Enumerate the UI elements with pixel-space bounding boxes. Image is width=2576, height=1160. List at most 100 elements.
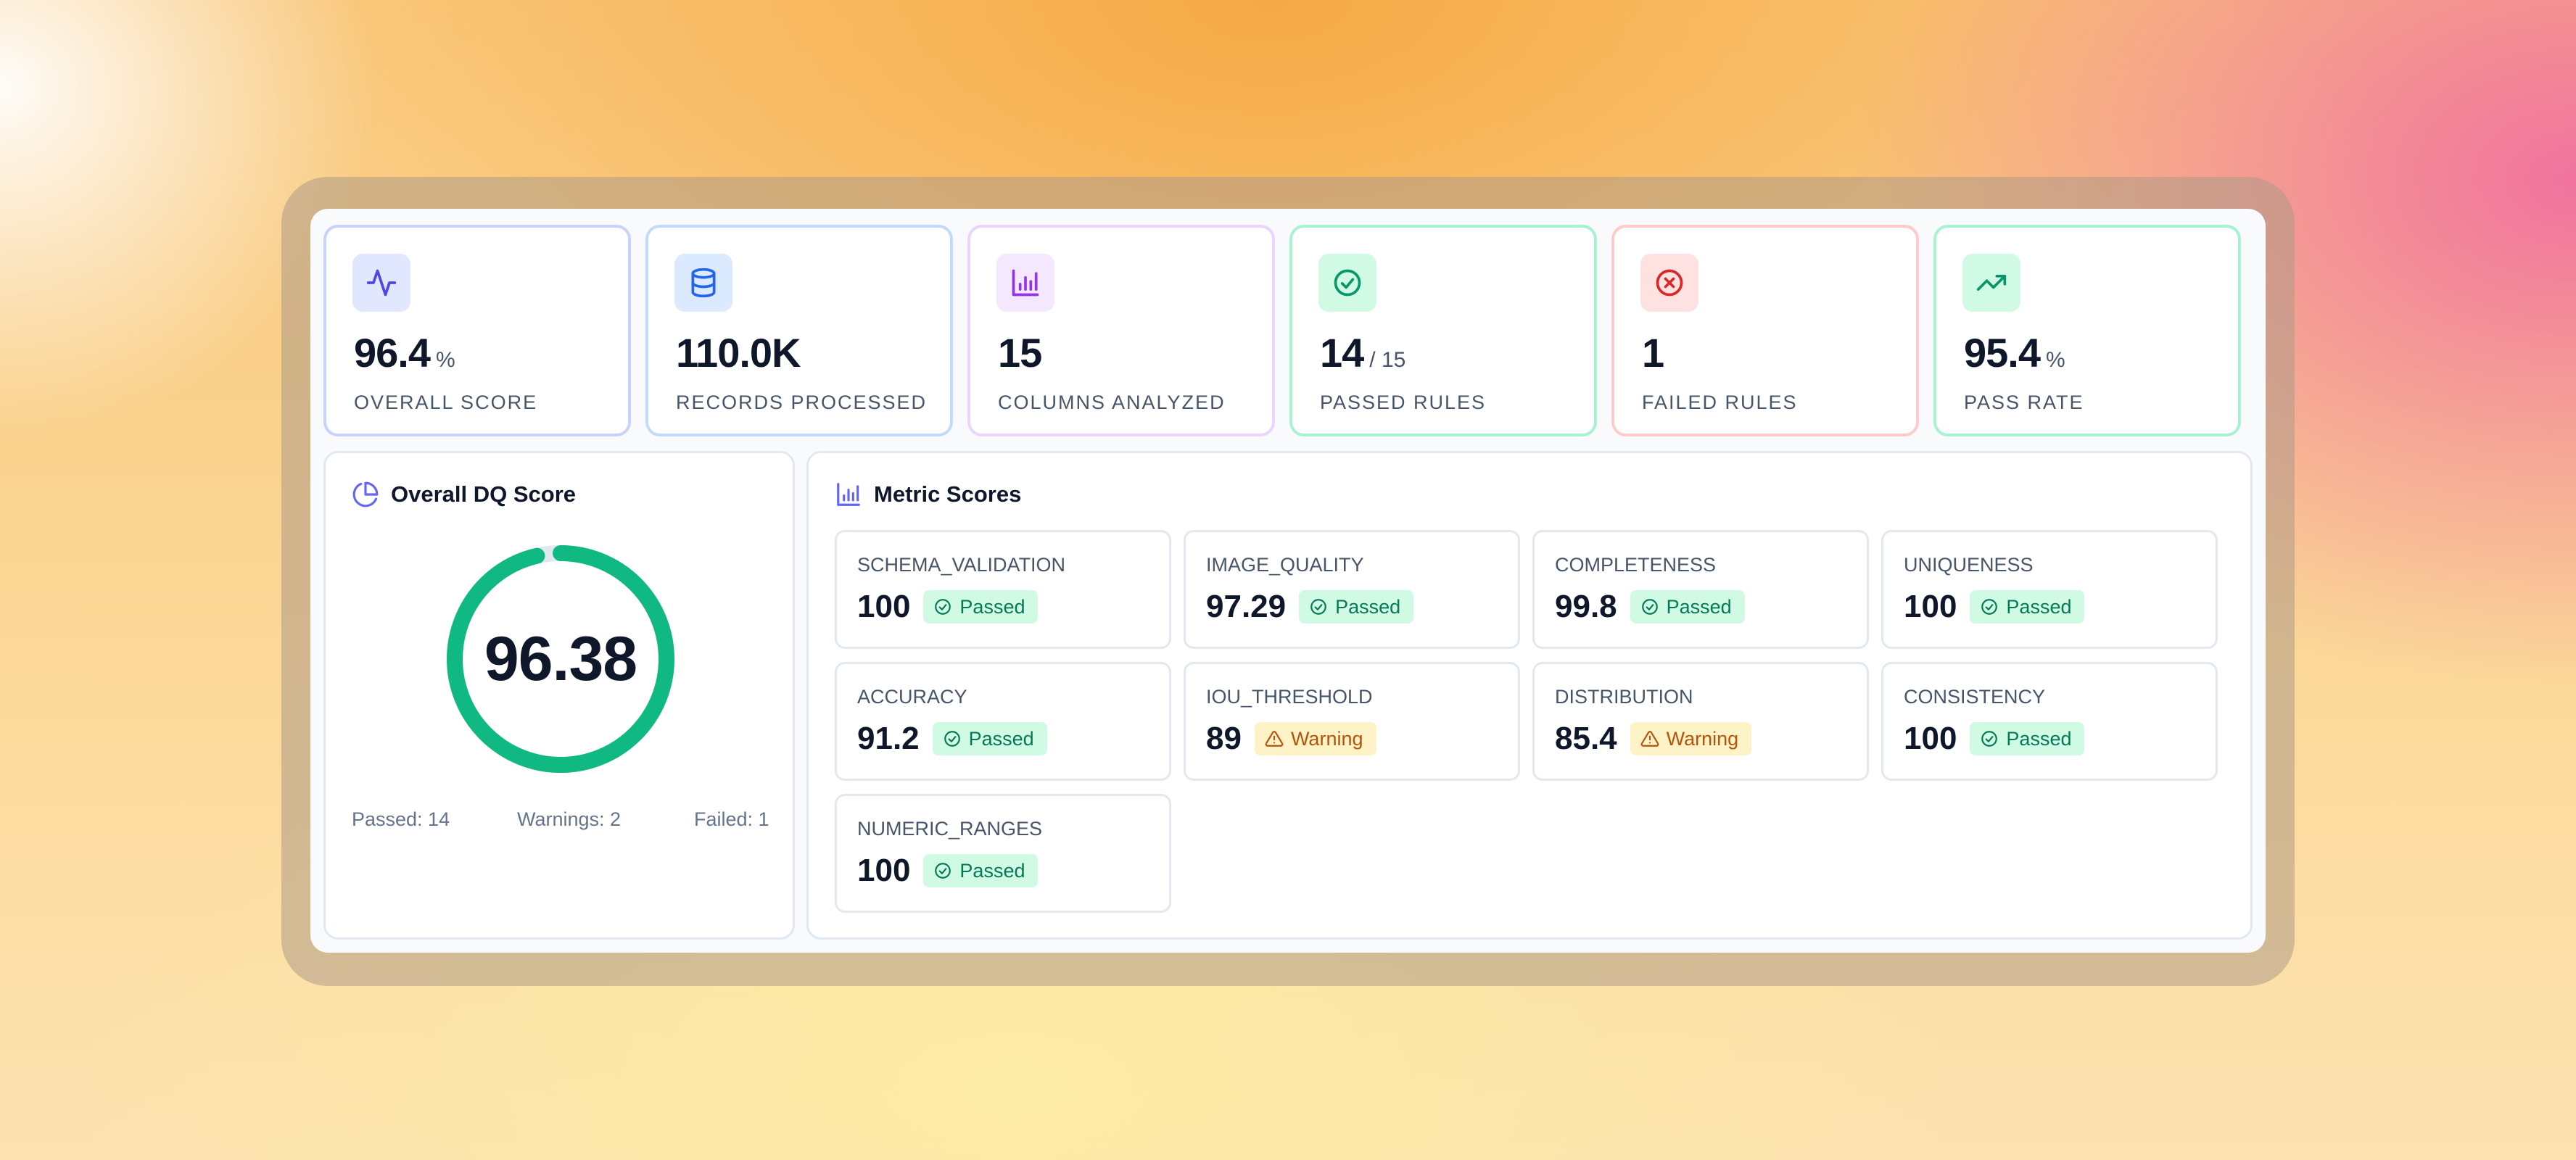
dashboard-panel: 96.4% OVERALL SCORE 110.0K RECORDS PROCE… [310, 209, 2266, 953]
metric-value: 85.4 [1555, 721, 1617, 756]
metric-row: 97.29 Passed [1206, 589, 1414, 625]
stat-label: PASSED RULES [1320, 392, 1487, 413]
status-text: Warning [1290, 727, 1363, 750]
stat-label: OVERALL SCORE [354, 392, 538, 413]
score-value: 96.38 [484, 624, 637, 694]
metric-card: SCHEMA_VALIDATION 100 Passed [835, 530, 1171, 649]
stat-cards: 96.4% OVERALL SCORE 110.0K RECORDS PROCE… [323, 225, 2253, 436]
status-badge: Passed [923, 854, 1039, 887]
warnings-count: Warnings: 2 [517, 808, 622, 830]
stat-value: 1 [1642, 330, 1664, 376]
x-circle-icon [1640, 254, 1698, 312]
metric-name: UNIQUENESS [1904, 554, 2034, 576]
metric-name: ACCURACY [857, 686, 967, 708]
card-title: Overall DQ Score [352, 481, 576, 508]
check-circle-icon [1641, 599, 1658, 615]
stat-value: 15 [998, 330, 1042, 376]
pie-chart-icon [352, 481, 379, 508]
metric-value: 99.8 [1555, 589, 1617, 624]
warning-triangle-icon [1265, 731, 1284, 747]
check-circle-icon [935, 863, 951, 879]
stat-card-failed-rules: 1 FAILED RULES [1611, 225, 1919, 436]
score-gauge [447, 545, 674, 773]
metric-row: 91.2 Passed [857, 721, 1047, 757]
status-badge: Warning [1254, 722, 1376, 755]
stat-label: RECORDS PROCESSED [676, 392, 928, 413]
metric-value: 97.29 [1206, 589, 1287, 624]
metric-card: NUMERIC_RANGES 100 Passed [835, 794, 1171, 913]
stat-card-passed-rules: 14/ 15 PASSED RULES [1289, 225, 1597, 436]
stat-value: 14/ 15 [1320, 330, 1406, 376]
stat-label: COLUMNS ANALYZED [998, 392, 1226, 413]
status-badge: Passed [1970, 722, 2085, 755]
metric-card: ACCURACY 91.2 Passed [835, 662, 1171, 781]
metric-card: CONSISTENCY 100 Passed [1881, 662, 2218, 781]
failed-count: Failed: 1 [694, 808, 769, 830]
stat-label: PASS RATE [1964, 392, 2084, 413]
metric-row: 89 Warning [1206, 721, 1376, 757]
metric-value: 100 [857, 853, 911, 888]
check-circle-icon [1318, 254, 1376, 312]
check-circle-icon [935, 599, 951, 615]
metric-row: 100 Passed [1904, 721, 2085, 757]
metric-card: IMAGE_QUALITY 97.29 Passed [1184, 530, 1520, 649]
metric-name: SCHEMA_VALIDATION [857, 554, 1066, 576]
metric-value: 100 [1904, 721, 1957, 756]
stat-card-columns-analyzed: 15 COLUMNS ANALYZED [967, 225, 1275, 436]
overall-dq-score-card: Overall DQ Score 96.38 Passed: 14 Warnin… [323, 451, 795, 940]
status-text: Passed [1335, 595, 1401, 618]
status-text: Passed [968, 727, 1034, 750]
metric-card: IOU_THRESHOLD 89 Warning [1184, 662, 1520, 781]
status-badge: Passed [932, 722, 1047, 755]
metric-row: 100 Passed [1904, 589, 2085, 625]
status-badge: Passed [923, 590, 1039, 624]
check-circle-icon [944, 731, 960, 747]
stat-card-records-processed: 110.0K RECORDS PROCESSED [645, 225, 953, 436]
status-badge: Warning [1630, 722, 1752, 755]
metric-value: 100 [1904, 589, 1957, 624]
metric-card: COMPLETENESS 99.8 Passed [1532, 530, 1869, 649]
status-text: Passed [1666, 595, 1732, 618]
metric-name: IMAGE_QUALITY [1206, 554, 1364, 576]
metric-row: 99.8 Passed [1555, 589, 1745, 625]
metric-scores-card: Metric Scores SCHEMA_VALIDATION 100 Passed… [806, 451, 2253, 940]
metric-value: 89 [1206, 721, 1242, 756]
metric-value: 91.2 [857, 721, 920, 756]
bar-chart-icon [837, 483, 860, 506]
warning-triangle-icon [1640, 731, 1659, 747]
card-title: Metric Scores [835, 481, 1021, 508]
gauge-arc [447, 545, 674, 773]
status-text: Passed [2006, 727, 2072, 750]
status-badge: Passed [1970, 590, 2085, 624]
stat-label: FAILED RULES [1642, 392, 1798, 413]
metric-name: DISTRIBUTION [1555, 686, 1693, 708]
stat-card-overall-score: 96.4% OVERALL SCORE [323, 225, 631, 436]
check-circle-icon [1981, 599, 1998, 615]
metric-name: COMPLETENESS [1555, 554, 1717, 576]
metric-row: 100 Passed [857, 853, 1039, 889]
passed-count: Passed: 14 [352, 808, 450, 830]
status-text: Passed [2006, 595, 2072, 618]
metric-card: UNIQUENESS 100 Passed [1881, 530, 2218, 649]
database-icon [674, 254, 732, 312]
activity-icon [352, 254, 410, 312]
stat-value: 96.4% [354, 330, 455, 376]
status-text: Passed [959, 595, 1025, 618]
metric-row: 100 Passed [857, 589, 1039, 625]
stat-value: 95.4% [1964, 330, 2065, 376]
metric-name: CONSISTENCY [1904, 686, 2046, 708]
stat-value: 110.0K [676, 330, 801, 376]
metric-name: IOU_THRESHOLD [1206, 686, 1373, 708]
metric-row: 85.4 Warning [1555, 721, 1752, 757]
status-text: Warning [1666, 727, 1739, 750]
status-badge: Passed [1630, 590, 1745, 624]
status-badge: Passed [1299, 590, 1414, 624]
trending-up-icon [1962, 254, 2020, 312]
bar-chart-icon [996, 254, 1054, 312]
metric-card: DISTRIBUTION 85.4 Warning [1532, 662, 1869, 781]
check-circle-icon [1981, 731, 1998, 747]
metric-value: 100 [857, 589, 911, 624]
check-circle-icon [1310, 599, 1326, 615]
stat-card-pass-rate: 95.4% PASS RATE [1933, 225, 2241, 436]
metric-name: NUMERIC_RANGES [857, 818, 1043, 840]
